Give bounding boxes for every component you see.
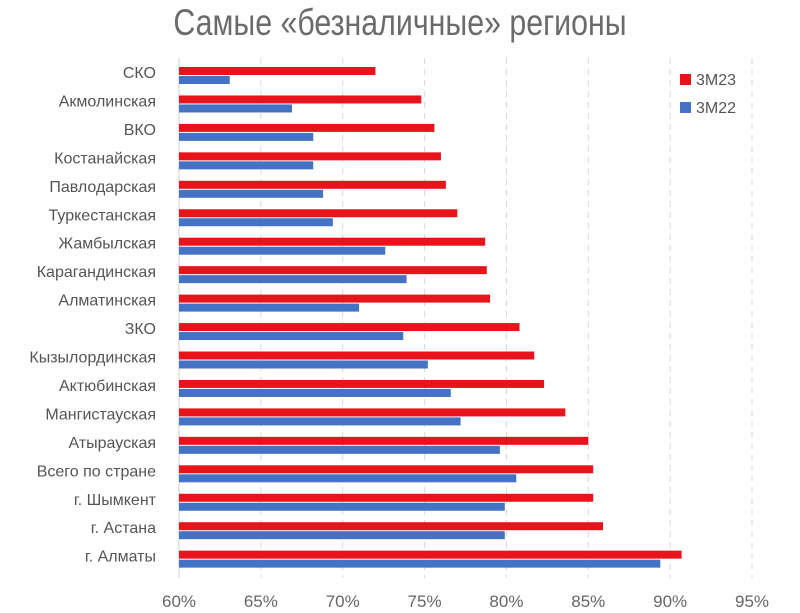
bar-3м23 xyxy=(179,493,594,502)
category-label: Всего по стране xyxy=(37,463,156,480)
category-label: Атырауская xyxy=(69,435,157,452)
category-label: Костанайская xyxy=(54,150,156,167)
bar-3м22 xyxy=(179,218,333,227)
x-tick-label: 65% xyxy=(244,592,278,611)
bar-3м22 xyxy=(179,388,451,397)
bar-3м22 xyxy=(179,189,324,198)
bar-3м23 xyxy=(179,67,376,75)
x-tick-label: 80% xyxy=(489,592,523,611)
bar-3м23 xyxy=(179,237,486,246)
category-label: Акмолинская xyxy=(59,93,156,110)
bar-3м22 xyxy=(179,76,230,84)
bar-3м22 xyxy=(179,275,407,284)
bar-3м22 xyxy=(179,559,661,568)
bar-3м23 xyxy=(179,550,682,559)
category-label: Жамбылская xyxy=(58,236,156,253)
bar-3м22 xyxy=(179,360,428,369)
category-label: Павлодарская xyxy=(49,179,156,196)
chart-title: Самые «безналичные» регионы xyxy=(173,2,627,43)
bar-3м22 xyxy=(179,303,360,312)
legend-swatch xyxy=(680,74,691,85)
bar-3м22 xyxy=(179,502,505,511)
legend-label: 3М23 xyxy=(696,72,736,89)
bar-3м23 xyxy=(179,209,458,218)
x-tick-label: 70% xyxy=(326,592,360,611)
category-label: Карагандинская xyxy=(37,264,156,281)
bar-3м23 xyxy=(179,266,487,275)
bar-3м23 xyxy=(179,379,545,388)
category-label: г. Астана xyxy=(91,520,156,537)
x-tick-label: 90% xyxy=(653,592,687,611)
bar-3м23 xyxy=(179,522,604,531)
bar-3м22 xyxy=(179,474,517,483)
bar-3м22 xyxy=(179,104,292,113)
bar-3м23 xyxy=(179,294,491,303)
category-label: ВКО xyxy=(124,122,156,139)
bar-3м23 xyxy=(179,351,535,360)
x-tick-label: 95% xyxy=(735,592,769,611)
category-label: Алматинская xyxy=(58,293,156,310)
legend-swatch xyxy=(680,102,691,113)
bar-3м23 xyxy=(179,152,441,161)
category-label: г. Алматы xyxy=(85,549,156,566)
category-label: г. Шымкент xyxy=(74,492,157,509)
bar-3м22 xyxy=(179,417,461,426)
bar-3м22 xyxy=(179,246,386,255)
bar-3м22 xyxy=(179,445,500,454)
x-tick-label: 75% xyxy=(408,592,442,611)
category-label: Актюбинская xyxy=(59,378,156,395)
bar-3м22 xyxy=(179,531,505,540)
bar-3м23 xyxy=(179,123,435,132)
bar-3м23 xyxy=(179,95,422,104)
bar-3м22 xyxy=(179,161,314,170)
category-label: Мангистауская xyxy=(45,406,156,423)
category-label: Кызылординская xyxy=(29,350,156,367)
bar-3м22 xyxy=(179,332,404,341)
category-label: СКО xyxy=(123,65,156,82)
category-label: Туркестанская xyxy=(49,207,156,224)
category-label: ЗКО xyxy=(125,321,156,338)
legend-label: 3М22 xyxy=(696,100,736,117)
x-tick-label: 60% xyxy=(162,592,196,611)
bar-3м23 xyxy=(179,180,446,189)
bar-3м23 xyxy=(179,465,594,474)
bar-3м23 xyxy=(179,408,566,417)
x-tick-label: 85% xyxy=(571,592,605,611)
bar-3м23 xyxy=(179,436,589,445)
bar-3м22 xyxy=(179,132,314,141)
bar-3м23 xyxy=(179,323,520,332)
